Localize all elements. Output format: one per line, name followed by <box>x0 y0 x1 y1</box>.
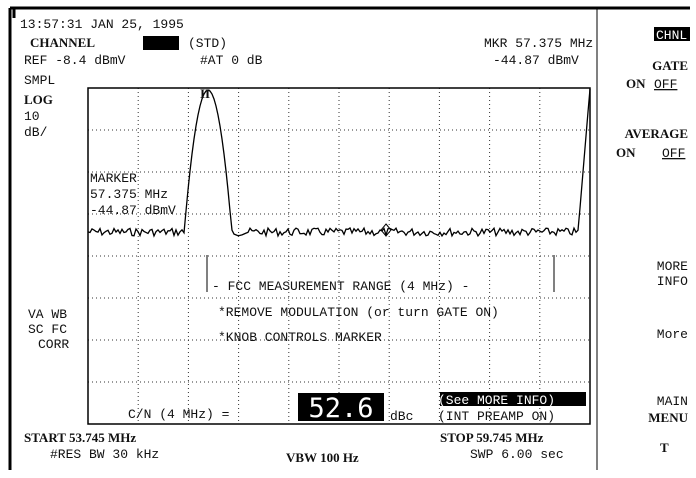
scale: LOG <box>24 92 53 107</box>
sweep: SWP 6.00 sec <box>470 447 564 462</box>
vbw: VBW 100 Hz <box>286 450 359 465</box>
flag: VA WB <box>28 307 67 322</box>
bezel <box>8 6 690 470</box>
softkey[interactable]: ON <box>616 145 636 160</box>
softkey[interactable]: OFF <box>654 77 677 92</box>
softkey[interactable]: CHNL <box>656 28 687 43</box>
trace <box>87 88 591 238</box>
frame <box>87 87 591 425</box>
ref-level: REF -8.4 dBmV <box>24 53 126 68</box>
rbw: #RES BW 30 kHz <box>50 447 159 462</box>
softkey[interactable]: OFF <box>662 146 685 161</box>
flag: SC FC <box>28 322 67 337</box>
cn-value: 52.6 <box>308 393 373 424</box>
softkey[interactable]: INFO <box>657 274 688 289</box>
peak-tag: II <box>200 86 210 101</box>
standard: (STD) <box>188 36 227 51</box>
marker-diamond <box>380 223 392 237</box>
cn-label: C/N (4 MHz) = <box>128 407 230 422</box>
stop-freq: STOP 59.745 MHz <box>440 430 544 445</box>
message: *REMOVE MODULATION (or turn GATE ON) <box>218 305 499 320</box>
graticule <box>88 88 590 424</box>
range-bars <box>206 255 555 292</box>
cn-box <box>298 393 384 421</box>
softkey[interactable]: MAIN <box>657 394 688 409</box>
softkey[interactable]: T <box>660 440 669 455</box>
attenuation: #AT 0 dB <box>200 53 263 68</box>
softkey-highlight[interactable] <box>654 27 690 41</box>
note: (INT PREAMP ON) <box>438 409 555 424</box>
softkey[interactable]: MENU <box>648 410 688 425</box>
note-box <box>440 392 586 406</box>
marker-level: -44.87 dBmV <box>90 203 176 218</box>
softkey[interactable]: MORE <box>657 259 688 274</box>
cn-unit: dBc <box>390 409 413 424</box>
detector: SMPL <box>24 73 55 88</box>
marker-title: MARKER <box>90 171 137 186</box>
scale-value: 10 <box>24 109 40 124</box>
note: (See MORE INFO) <box>438 393 555 408</box>
flag: CORR <box>38 337 69 352</box>
channel-box <box>143 36 179 50</box>
marker-readout: MKR 57.375 MHz <box>484 36 593 51</box>
scale-unit: dB/ <box>24 125 48 140</box>
softkey[interactable]: More <box>657 327 688 342</box>
timestamp: 13:57:31 JAN 25, 1995 <box>20 17 184 32</box>
softkey[interactable]: ON <box>626 76 646 91</box>
marker-freq: 57.375 MHz <box>90 187 168 202</box>
message: *KNOB CONTROLS MARKER <box>218 330 382 345</box>
marker-level: -44.87 dBmV <box>493 53 579 68</box>
channel-label: CHANNEL <box>30 35 95 50</box>
softkey[interactable]: GATE <box>652 58 688 73</box>
range-label: - FCC MEASUREMENT RANGE (4 MHz) - <box>212 279 469 294</box>
start-freq: START 53.745 MHz <box>24 430 136 445</box>
softkey[interactable]: AVERAGE <box>625 126 688 141</box>
